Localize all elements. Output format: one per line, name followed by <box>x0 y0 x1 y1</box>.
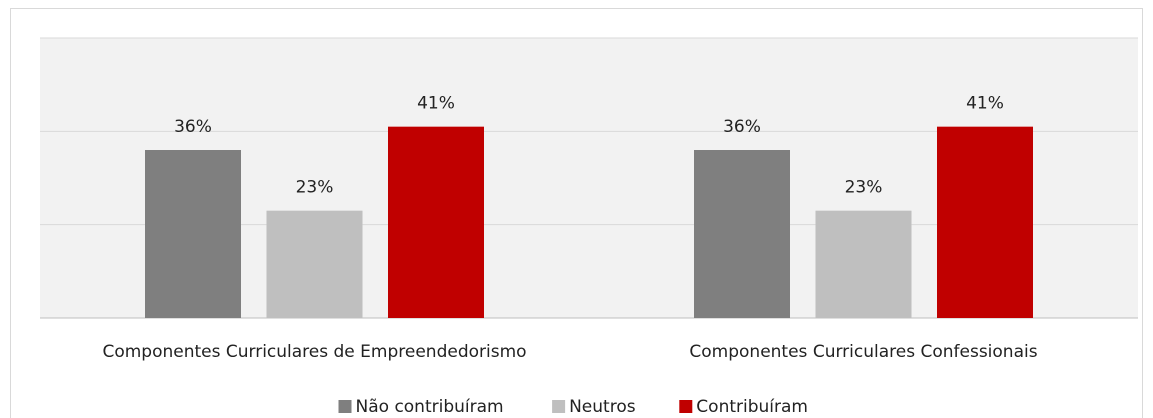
value-label: 41% <box>966 94 1004 114</box>
legend-swatch <box>338 400 352 413</box>
bar <box>266 210 363 318</box>
bar <box>937 126 1033 319</box>
value-label: 36% <box>723 117 761 137</box>
bar <box>694 150 790 318</box>
legend-label: Contribuíram <box>696 397 808 417</box>
bar <box>145 150 241 318</box>
legend-label: Neutros <box>569 397 636 417</box>
legend-swatch <box>679 400 693 413</box>
x-tick-label: Componentes Curriculares de Empreendedor… <box>102 342 526 362</box>
x-tick-label: Componentes Curriculares Confessionais <box>689 342 1037 362</box>
bar <box>815 210 912 318</box>
legend-label: Não contribuíram <box>356 397 504 417</box>
legend-swatch <box>552 400 566 413</box>
value-label: 23% <box>296 178 334 198</box>
value-label: 41% <box>417 94 455 114</box>
bar <box>388 126 484 319</box>
value-label: 36% <box>174 117 212 137</box>
value-label: 23% <box>845 178 883 198</box>
